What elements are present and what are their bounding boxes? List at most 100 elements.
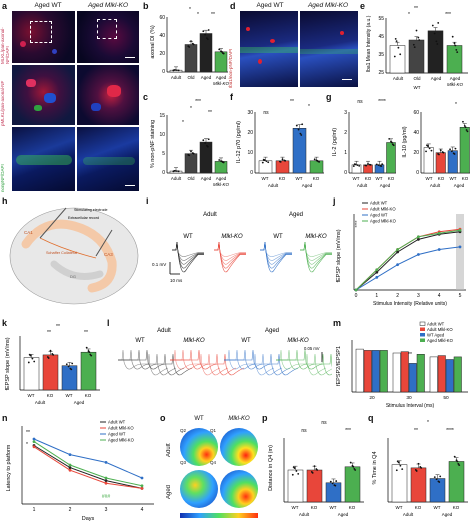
series-point xyxy=(68,463,72,467)
a-img-r2c2 xyxy=(77,65,139,125)
chart-e: Iba1 Mean Intensity (a.u.) 25 35 45 55 *… xyxy=(366,6,468,90)
data-point xyxy=(281,158,284,161)
panel-letter-k: k xyxy=(2,318,8,328)
n-lines xyxy=(32,437,144,490)
k-xtick: KO xyxy=(47,393,54,398)
o-heatmap-adult-ko xyxy=(220,428,258,466)
trace xyxy=(170,349,237,376)
data-point xyxy=(415,29,418,32)
g-star: **** xyxy=(378,99,386,105)
data-point xyxy=(456,51,459,53)
d-img-ko xyxy=(300,11,358,87)
a-img-r3c1 xyxy=(12,127,75,191)
trace xyxy=(170,349,221,376)
data-point xyxy=(335,480,338,482)
q-bars xyxy=(391,455,465,503)
data-point xyxy=(291,473,294,476)
k-bars xyxy=(23,346,97,391)
data-point xyxy=(190,150,192,153)
data-point xyxy=(465,129,468,131)
data-point xyxy=(431,24,434,27)
data-point xyxy=(177,69,180,72)
bar xyxy=(389,45,406,74)
panel-letter-i: i xyxy=(146,196,149,206)
chart-j: fEPSP slope (mV/ms) 0 1 2 3 4 5 Stimulus Inte… xyxy=(336,201,466,307)
c-xtick: Aged xyxy=(216,176,227,181)
i-trace-aged-ko xyxy=(300,241,332,273)
panel-d: Aged WT Aged Mlkl-KO Iba1/non-pNF/DAPI xyxy=(228,0,360,90)
data-point xyxy=(313,465,316,468)
m-legend-swatch xyxy=(419,321,426,326)
data-point xyxy=(391,143,394,146)
data-point xyxy=(417,36,420,39)
n-legend-label: Adult WT xyxy=(108,420,126,425)
data-point xyxy=(221,52,224,54)
data-point xyxy=(455,49,458,51)
data-point xyxy=(435,478,438,481)
p-xtick: KO xyxy=(311,505,318,510)
b-ytick: 20 xyxy=(159,51,165,57)
d-col2-title: Aged Mlkl-KO xyxy=(307,2,349,9)
q-xtick: WT xyxy=(396,505,403,510)
a-img-r1c2 xyxy=(77,11,139,63)
data-point xyxy=(261,161,264,164)
o-row2: Aged xyxy=(166,485,172,500)
data-point xyxy=(451,35,454,38)
data-point xyxy=(450,150,453,153)
c-ytick: 15 xyxy=(159,113,165,119)
data-point xyxy=(300,134,303,136)
series-point xyxy=(417,235,420,239)
j-legend-label: Aged WT xyxy=(370,213,388,218)
panel-letter-q: q xyxy=(368,413,374,423)
g-ytick: 0 xyxy=(344,170,347,176)
data-point xyxy=(27,361,30,364)
q-star: * xyxy=(427,420,429,426)
e-xtick: Aged xyxy=(431,76,442,81)
series-line xyxy=(355,231,461,291)
series-point xyxy=(417,237,420,241)
panel-a: Aged WT Aged Mlkl-KO MLKL/pan-axonal-NF/… xyxy=(0,0,140,192)
trace xyxy=(276,349,327,376)
panel-letter-e: e xyxy=(360,1,366,11)
m-xtick: 30 xyxy=(406,395,412,401)
chart-f: IL-12 p70 (pg/ml) 0 10 20 30 ns ** * WT … xyxy=(236,99,324,188)
j-legend: Adult WT Adult Mlkl-KO Aged WT Aged Mlkl… xyxy=(362,201,397,224)
bar xyxy=(410,467,427,503)
m-legend-swatch xyxy=(420,327,425,331)
i-trace-aged-wt xyxy=(260,241,292,273)
data-point xyxy=(187,153,190,156)
m-legend-swatch xyxy=(420,333,425,337)
data-point xyxy=(67,365,70,368)
f-xtick: WT xyxy=(296,176,303,181)
bar xyxy=(386,142,396,174)
trace xyxy=(172,241,204,273)
p-star: ns xyxy=(301,428,307,434)
k-star: ** xyxy=(84,330,88,336)
b-xtick: Old xyxy=(187,75,195,80)
series-point xyxy=(458,245,462,249)
data-point xyxy=(425,150,427,153)
k-xtick: WT xyxy=(28,393,35,398)
b-xtick: Aged xyxy=(216,75,227,80)
a-roi-box xyxy=(97,19,117,39)
data-point xyxy=(176,69,178,72)
trace xyxy=(224,349,283,376)
g2-xtick: WT xyxy=(450,176,457,181)
series-point xyxy=(68,466,72,469)
bar xyxy=(184,44,198,73)
p-xtick: KO xyxy=(349,505,356,510)
bar xyxy=(429,356,438,393)
q-xtick: KO xyxy=(453,505,460,510)
j-stars: **** xyxy=(354,220,359,227)
data-point xyxy=(428,147,431,150)
trace xyxy=(118,349,177,376)
data-point xyxy=(388,137,391,140)
f-star: * xyxy=(308,104,310,110)
k-xtick: WT xyxy=(66,393,73,398)
trace xyxy=(300,241,332,273)
bar xyxy=(459,127,470,174)
e-xtick: Adult xyxy=(393,76,404,81)
panel-h-schematic: Stimulating electrode Extracellular reco… xyxy=(9,207,139,305)
bar xyxy=(453,356,462,393)
h-rec-label: Extracellular record xyxy=(68,216,99,220)
